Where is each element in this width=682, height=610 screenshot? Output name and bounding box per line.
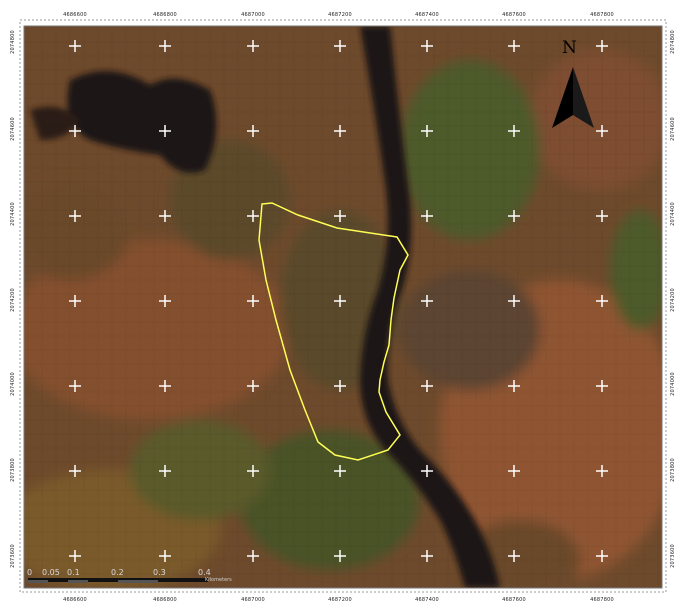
tick-right-2: 2074600: [669, 117, 676, 141]
tick-left-4: 2074200: [9, 288, 16, 312]
tick-top-1: 4686600: [63, 12, 87, 18]
grid-cross-icon: [421, 295, 433, 307]
tick-left-6: 2073800: [9, 458, 16, 482]
grid-cross-icon: [69, 380, 81, 392]
grid-cross-icon: [247, 465, 259, 477]
grid-cross-icon: [247, 550, 259, 562]
map-border: [23, 25, 663, 589]
tick-left-2: 2074600: [9, 117, 16, 141]
tick-left-3: 2074400: [9, 202, 16, 226]
grid-cross-icon: [508, 125, 520, 137]
grid-cross-icon: [69, 550, 81, 562]
grid-cross-icon: [596, 295, 608, 307]
grid-cross-icon: [159, 295, 171, 307]
tick-right-1: 2074800: [669, 30, 676, 54]
tick-top-7: 4687800: [590, 12, 614, 18]
grid-cross-icon: [421, 465, 433, 477]
grid-cross-icon: [508, 40, 520, 52]
grid-cross-icon: [421, 125, 433, 137]
tick-bottom-1: 4686600: [63, 597, 87, 603]
grid-cross-icon: [508, 465, 520, 477]
grid-cross-icon: [421, 210, 433, 222]
north-arrow-icon: [552, 67, 594, 128]
grid-cross-icon: [159, 465, 171, 477]
grid-cross-icon: [334, 40, 346, 52]
grid-cross-icon: [159, 380, 171, 392]
tick-top-2: 4686800: [153, 12, 177, 18]
grid-cross-icon: [334, 550, 346, 562]
grid-cross-icon: [508, 295, 520, 307]
grid-cross-icon: [247, 125, 259, 137]
tick-bottom-2: 4686800: [153, 597, 177, 603]
grid-cross-icon: [596, 380, 608, 392]
tick-bottom-3: 4687000: [241, 597, 265, 603]
grid-cross-icon: [421, 380, 433, 392]
tick-right-4: 2074200: [669, 288, 676, 312]
grid-cross-icon: [159, 125, 171, 137]
tick-right-5: 2074000: [669, 372, 676, 396]
scale-label-0: 0: [27, 568, 33, 577]
imagery-layer: [24, 26, 662, 588]
grid-cross-icon: [334, 295, 346, 307]
scale-label-005: 0.05: [42, 568, 60, 577]
tick-bottom-5: 4687400: [415, 597, 439, 603]
tick-top-5: 4687400: [415, 12, 439, 18]
tick-left-5: 2074000: [9, 372, 16, 396]
grid-cross-icon: [69, 295, 81, 307]
scale-label-02: 0.2: [111, 568, 124, 577]
scale-bar: [28, 578, 208, 583]
grid-cross-icon: [334, 380, 346, 392]
grid-cross-icon: [334, 125, 346, 137]
scale-units: Kilometers: [205, 577, 232, 583]
scale-label-03: 0.3: [153, 568, 166, 577]
grid-cross-icon: [508, 380, 520, 392]
tick-right-7: 2073600: [669, 544, 676, 568]
grid-cross-icon: [159, 40, 171, 52]
scale-label-01: 0.1: [67, 568, 80, 577]
tick-left-7: 2073600: [9, 544, 16, 568]
grid-cross-icon: [421, 40, 433, 52]
tick-bottom-6: 4687600: [502, 597, 526, 603]
tick-right-3: 2074400: [669, 202, 676, 226]
scale-label-04: 0.4: [198, 568, 211, 577]
tick-left-1: 2074800: [9, 30, 16, 54]
graticule-crosses: [69, 40, 608, 562]
grid-cross-icon: [596, 465, 608, 477]
grid-cross-icon: [334, 465, 346, 477]
tick-top-6: 4687600: [502, 12, 526, 18]
grid-cross-icon: [596, 550, 608, 562]
grid-cross-icon: [596, 40, 608, 52]
grid-cross-icon: [247, 380, 259, 392]
grid-cross-icon: [159, 550, 171, 562]
grid-cross-icon: [508, 210, 520, 222]
grid-cross-icon: [508, 550, 520, 562]
outer-neatline: [19, 19, 667, 593]
grid-cross-icon: [247, 40, 259, 52]
tick-top-4: 4687200: [328, 12, 352, 18]
grid-cross-icon: [69, 40, 81, 52]
tick-right-6: 2073800: [669, 458, 676, 482]
study-area-boundary[interactable]: [258, 202, 409, 461]
grid-cross-icon: [247, 210, 259, 222]
tick-bottom-7: 4687800: [590, 597, 614, 603]
grid-cross-icon: [421, 550, 433, 562]
grid-cross-icon: [159, 210, 171, 222]
grid-cross-icon: [69, 465, 81, 477]
grid-cross-icon: [69, 210, 81, 222]
tick-top-3: 4687000: [241, 12, 265, 18]
north-label: N: [562, 38, 577, 58]
grid-cross-icon: [69, 125, 81, 137]
grid-cross-icon: [596, 125, 608, 137]
grid-cross-icon: [247, 295, 259, 307]
grid-cross-icon: [596, 210, 608, 222]
grid-cross-icon: [334, 210, 346, 222]
tick-bottom-4: 4687200: [328, 597, 352, 603]
